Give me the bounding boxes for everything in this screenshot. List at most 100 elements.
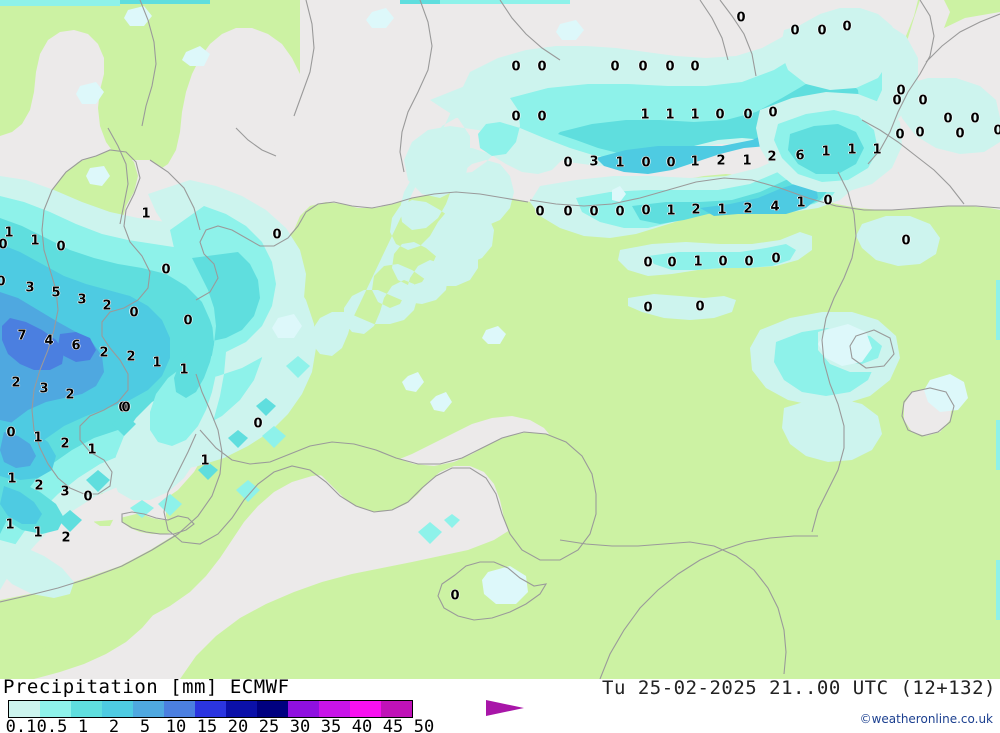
precip-top-strip-b (120, 0, 210, 4)
precip-value-label: 7 (17, 328, 27, 344)
precip-value-label: 0 (161, 262, 171, 278)
precip-value-label: 2 (65, 387, 75, 403)
precip-value-label: 0 (744, 254, 754, 270)
precip-value-label: 4 (44, 333, 54, 349)
precip-value-label: 2 (60, 436, 70, 452)
precip-top-strip-a (0, 0, 120, 6)
color-bar-cell-2[interactable] (71, 701, 102, 717)
color-bar-tick-0.1: 0.1 (5, 717, 37, 733)
precip-value-label: 0 (915, 125, 925, 141)
color-bar-cell-0[interactable] (9, 701, 40, 717)
precip-value-label: 0 (641, 155, 651, 171)
precip-value-label: 1 (821, 144, 831, 160)
precip-value-label: 0 (183, 313, 193, 329)
precip-value-label: 0 (666, 155, 676, 171)
color-bar-cell-11[interactable] (350, 701, 381, 717)
precip-value-label: 0 (842, 19, 852, 35)
precip-value-label: 2 (716, 153, 726, 169)
precip-band-10-aegean (2, 318, 64, 370)
precip-value-label: 6 (795, 148, 805, 164)
precip-value-label: 0 (943, 111, 953, 127)
precip-value-label: 1 (33, 525, 43, 541)
land-levant-coast (566, 542, 670, 679)
precip-value-label: 1 (640, 107, 650, 123)
color-bar-tick-5: 5 (139, 717, 151, 733)
precip-value-label: 1 (7, 471, 17, 487)
color-bar-tick-25: 25 (258, 717, 280, 733)
precip-value-label: 0 (83, 489, 93, 505)
color-bar-cell-5[interactable] (164, 701, 195, 717)
precip-value-label: 0 (970, 111, 980, 127)
precip-value-label: 0 (537, 59, 547, 75)
precip-value-label: 2 (126, 349, 136, 365)
color-bar-tick-10: 10 (165, 717, 187, 733)
precip-value-label: 0 (0, 274, 6, 290)
precip-value-label: 0 (718, 254, 728, 270)
color-bar-cell-6[interactable] (195, 701, 226, 717)
valid-time-stamp: Tu 25-02-2025 21..00 UTC (12+132) (602, 677, 996, 699)
precip-band-5-aegean-2 (58, 332, 96, 362)
color-bar-cell-12[interactable] (381, 701, 412, 717)
precip-value-label: 4 (770, 199, 780, 215)
precip-value-label: 0 (118, 400, 128, 416)
precip-band-5-southwest (0, 432, 36, 468)
precip-value-label: 1 (872, 142, 882, 158)
precip-band-0p1-et2 (782, 398, 882, 462)
precip-value-label: 1 (690, 107, 700, 123)
precip-value-label: 0 (253, 416, 263, 432)
precip-value-label: 0 (129, 305, 139, 321)
map-borders (0, 0, 1000, 679)
precip-value-label: 0 (535, 204, 545, 220)
precip-value-label: 5 (51, 285, 61, 301)
precip-value-label: 0 (56, 239, 66, 255)
precip-value-label: 1 (742, 153, 752, 169)
precip-value-label: 1 (33, 430, 43, 446)
precip-value-label: 0 (823, 193, 833, 209)
precip-speckles-aegean-light (158, 356, 310, 516)
precip-value-label: 3 (39, 381, 49, 397)
color-bar-cell-8[interactable] (257, 701, 288, 717)
precip-value-label: 0 (896, 83, 906, 99)
precip-value-label: 0 (589, 204, 599, 220)
precip-band-0p1-nw-caspian (780, 20, 890, 90)
color-bar-cell-4[interactable] (133, 701, 164, 717)
precip-value-label: 0 (771, 251, 781, 267)
precip-band-0p1-bs-row4 (628, 294, 736, 320)
precip-value-label: 2 (743, 201, 753, 217)
precip-band-2-bs (596, 106, 848, 174)
precip-value-label: 0 (901, 233, 911, 249)
precip-value-label: 0 (121, 400, 131, 416)
precip-value-label: 0 (736, 10, 746, 26)
precip-value-label: 0 (641, 203, 651, 219)
precip-value-label: 2 (11, 375, 21, 391)
land-middle-east (600, 514, 1000, 679)
precip-top-strip-c (400, 0, 440, 4)
color-bar-cell-3[interactable] (102, 701, 133, 717)
precip-value-label: 0 (511, 109, 521, 125)
precip-value-label: 0 (450, 588, 460, 604)
color-bar-cell-9[interactable] (288, 701, 319, 717)
color-bar-cell-1[interactable] (40, 701, 71, 717)
precip-value-label: 0 (610, 59, 620, 75)
precip-value-label: 0 (6, 425, 16, 441)
precip-value-label: 1 (693, 254, 703, 270)
color-bar-tick-0.5: 0.5 (36, 717, 68, 733)
precip-value-label: 0 (563, 204, 573, 220)
color-bar[interactable] (8, 700, 413, 718)
color-bar-cell-7[interactable] (226, 701, 257, 717)
legend-panel: Precipitation [mm] ECMWF 0.1 0.5 1 2 5 10 15 20… (0, 676, 1000, 733)
precip-right-strip (996, 280, 1000, 340)
precip-value-label: 0 (643, 300, 653, 316)
precip-value-label: 1 (30, 233, 40, 249)
precip-value-label: 2 (102, 298, 112, 314)
color-bar-cell-10[interactable] (319, 701, 350, 717)
precip-value-label: 0 (638, 59, 648, 75)
precip-value-label: 0 (790, 23, 800, 39)
color-bar-tick-1: 1 (77, 717, 89, 733)
precip-value-label: 0 (993, 123, 1000, 139)
precip-value-label: 1 (615, 155, 625, 171)
precip-value-label: 2 (34, 478, 44, 494)
color-bar-tick-15: 15 (196, 717, 218, 733)
precip-value-label: 3 (77, 292, 87, 308)
